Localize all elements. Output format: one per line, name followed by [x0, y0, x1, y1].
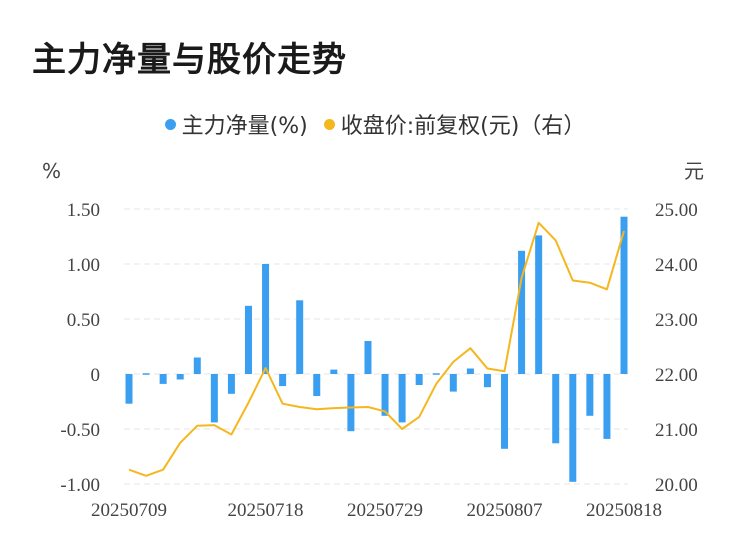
bar-series: [125, 216, 628, 482]
x-tick-label: 20250729: [347, 500, 423, 521]
bar[interactable]: [415, 374, 423, 385]
bar[interactable]: [586, 374, 594, 416]
bar[interactable]: [603, 374, 611, 439]
left-tick-label: 0: [91, 365, 101, 386]
x-tick-label: 20250709: [91, 500, 167, 521]
bar[interactable]: [535, 235, 543, 374]
legend: 主力净量(%) 收盘价:前复权(元)（右）: [0, 108, 750, 140]
bar[interactable]: [381, 374, 389, 416]
chart-title: 主力净量与股价走势: [32, 40, 347, 80]
close-price-line[interactable]: [128, 221, 625, 477]
legend-line-dot-icon: [323, 118, 335, 130]
right-tick-label: 21.00: [655, 420, 698, 441]
right-tick-label: 25.00: [655, 200, 698, 221]
bar[interactable]: [398, 374, 406, 423]
left-axis-unit: %: [42, 159, 61, 183]
bar[interactable]: [210, 374, 218, 423]
legend-line-label: 收盘价:前复权(元)（右）: [340, 114, 586, 139]
right-tick-label: 24.00: [655, 255, 698, 276]
bar[interactable]: [449, 374, 457, 392]
legend-item-line[interactable]: 收盘价:前复权(元)（右）: [323, 108, 586, 140]
x-axis: 20250709 20250718 20250729 20250807 20250818: [91, 500, 662, 521]
right-axis-unit: 元: [684, 159, 704, 183]
bar[interactable]: [244, 305, 252, 374]
right-tick-label: 20.00: [655, 475, 698, 496]
bar[interactable]: [620, 216, 628, 374]
bar[interactable]: [313, 374, 321, 396]
right-tick-label: 23.00: [655, 310, 698, 331]
bar[interactable]: [176, 374, 184, 380]
grid-lines: [124, 208, 628, 485]
bar[interactable]: [193, 357, 201, 375]
bar[interactable]: [347, 374, 355, 432]
bar[interactable]: [466, 368, 474, 375]
right-axis: 25.00 24.00 23.00 22.00 21.00 20.00: [655, 200, 698, 496]
bar[interactable]: [330, 369, 338, 374]
right-tick-label: 22.00: [655, 365, 698, 386]
line-series: [128, 221, 625, 477]
legend-bar-dot-icon: [164, 118, 176, 130]
legend-bar-label: 主力净量(%): [181, 114, 308, 139]
bar[interactable]: [518, 250, 526, 374]
bar[interactable]: [159, 374, 167, 384]
bar[interactable]: [552, 374, 560, 444]
bar[interactable]: [125, 374, 133, 404]
bar[interactable]: [483, 374, 491, 388]
left-tick-label: 1.00: [67, 255, 100, 276]
bar[interactable]: [501, 374, 509, 449]
bar[interactable]: [262, 264, 270, 374]
bar[interactable]: [432, 373, 440, 375]
x-tick-label: 20250818: [586, 500, 662, 521]
bar[interactable]: [569, 374, 577, 482]
legend-item-bar[interactable]: 主力净量(%): [164, 108, 308, 140]
left-tick-label: -1.00: [60, 475, 100, 496]
bar[interactable]: [227, 374, 235, 394]
bar[interactable]: [142, 373, 150, 375]
x-tick-label: 20250718: [228, 500, 304, 521]
left-tick-label: 1.50: [67, 200, 100, 221]
bar[interactable]: [279, 374, 287, 387]
x-tick-label: 20250807: [467, 500, 543, 521]
left-tick-label: -0.50: [60, 420, 100, 441]
bar[interactable]: [364, 341, 372, 374]
bar[interactable]: [296, 300, 304, 374]
left-tick-label: 0.50: [67, 310, 100, 331]
left-axis: 1.50 1.00 0.50 0 -0.50 -1.00: [60, 200, 100, 496]
